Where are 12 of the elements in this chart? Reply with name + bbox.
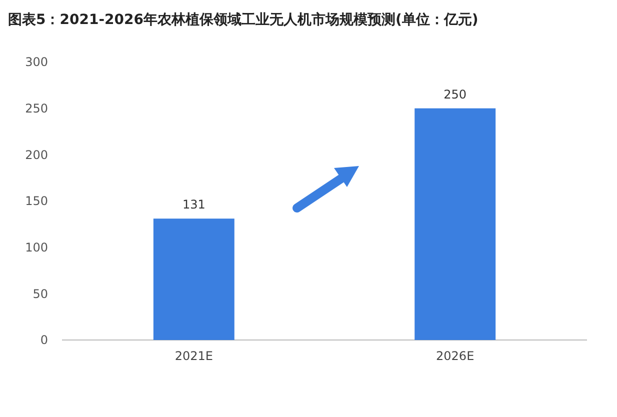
y-tick-label: 150 xyxy=(25,194,48,208)
chart-title: 图表5：2021-2026年农林植保领域工业无人机市场规模预测(单位：亿元) xyxy=(8,11,478,28)
x-tick-label: 2021E xyxy=(174,349,213,363)
y-tick-label: 200 xyxy=(25,148,48,162)
x-tick-label: 2026E xyxy=(436,349,474,363)
y-tick-label: 50 xyxy=(32,286,48,301)
y-tick-label: 100 xyxy=(25,240,48,255)
y-tick-label: 0 xyxy=(40,333,48,348)
data-label: 131 xyxy=(182,198,206,212)
data-label: 250 xyxy=(444,87,467,102)
y-tick-label: 300 xyxy=(25,55,48,70)
y-tick-label: 250 xyxy=(25,102,48,116)
